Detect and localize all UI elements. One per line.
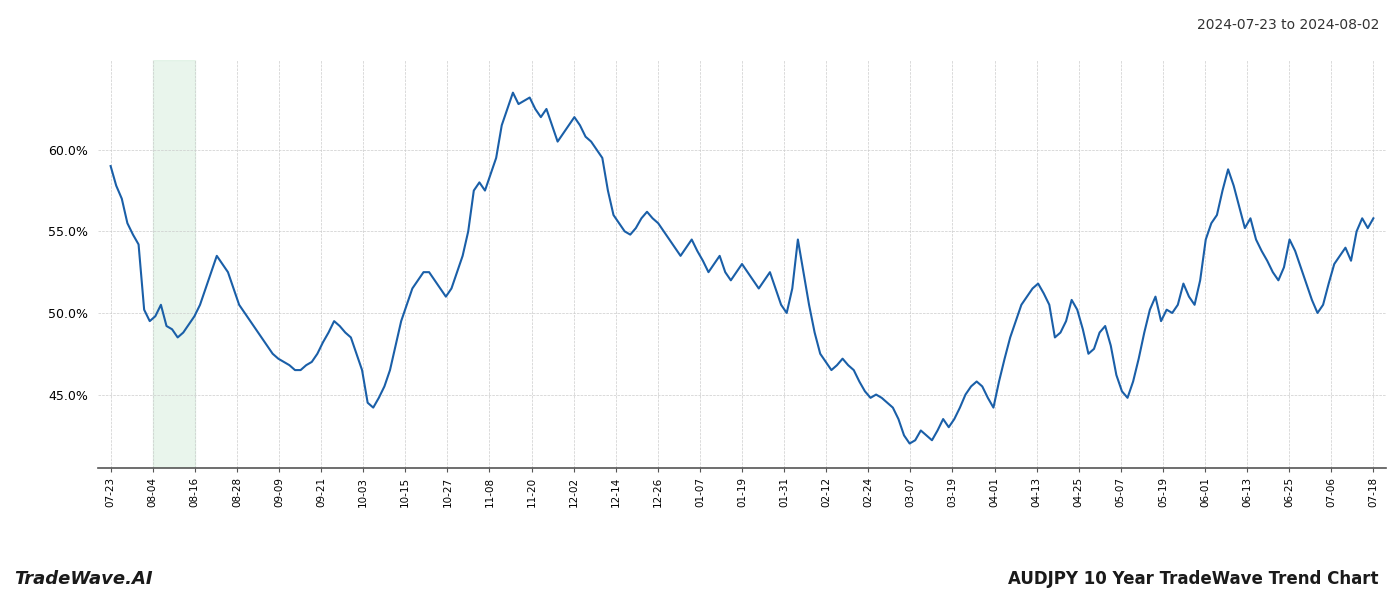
- Text: TradeWave.AI: TradeWave.AI: [14, 570, 153, 588]
- Text: 2024-07-23 to 2024-08-02: 2024-07-23 to 2024-08-02: [1197, 18, 1379, 32]
- Bar: [153, 60, 195, 468]
- Text: AUDJPY 10 Year TradeWave Trend Chart: AUDJPY 10 Year TradeWave Trend Chart: [1008, 570, 1379, 588]
